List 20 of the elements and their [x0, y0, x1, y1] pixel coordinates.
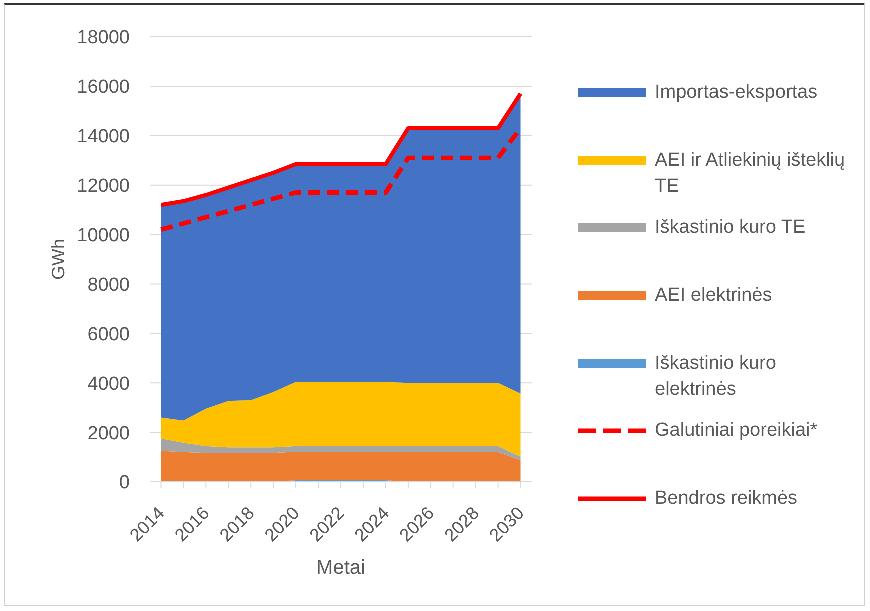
y-tick-label: 6000	[88, 324, 130, 346]
legend-label: Galutiniai poreikiai*	[655, 419, 819, 444]
legend-label: Bendros reikmės	[655, 487, 799, 512]
y-tick-label: 4000	[88, 374, 130, 395]
y-tick-label: 8000	[88, 274, 130, 296]
legend-label: AEI elektrinės	[655, 284, 774, 308]
y-tick-label: 18000	[77, 28, 130, 49]
y-tick-label: 2000	[88, 423, 130, 444]
y-axis-title: GWh	[48, 238, 68, 280]
legend-label: Importas-eksportas	[655, 81, 819, 105]
y-tick-label: 12000	[77, 176, 130, 198]
y-tick-label: 10000	[77, 226, 130, 247]
y-tick-label: 16000	[77, 77, 130, 98]
x-axis-title: Metai	[316, 557, 366, 579]
legend-label: AEI ir Atliekinių išteklių TE	[655, 148, 846, 199]
legend-label: Iškastinio kuro elektrinės	[655, 352, 778, 402]
legend-label: Iškastinio kuro TE	[655, 216, 807, 240]
line-series	[159, 92, 523, 208]
y-tick-label: 0	[119, 472, 130, 494]
y-tick-label: 14000	[77, 126, 130, 148]
